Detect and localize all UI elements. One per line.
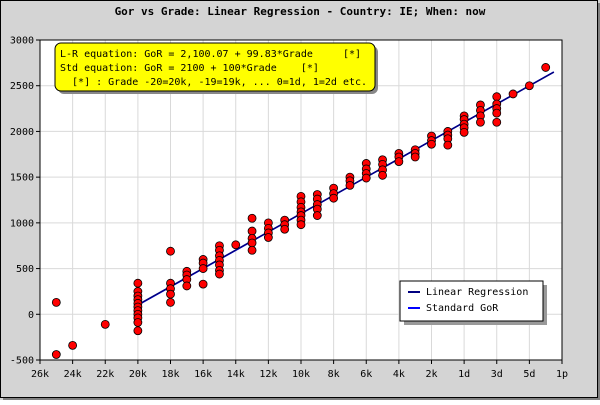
data-point xyxy=(280,224,290,234)
data-point xyxy=(492,92,502,102)
data-point xyxy=(492,108,502,118)
data-point xyxy=(508,89,518,99)
data-point xyxy=(231,240,241,250)
x-tick-label: 4k xyxy=(393,369,405,380)
data-point xyxy=(133,278,143,288)
x-tick-label: 16k xyxy=(194,369,212,380)
data-point xyxy=(312,211,322,220)
data-point xyxy=(247,245,257,255)
data-point xyxy=(51,350,61,359)
data-point xyxy=(296,220,306,230)
chart-border xyxy=(0,0,598,398)
data-point xyxy=(492,117,502,127)
data-points xyxy=(51,63,551,359)
data-point xyxy=(247,238,257,248)
data-point xyxy=(361,173,371,183)
data-point xyxy=(166,289,175,299)
annotation-background xyxy=(54,42,376,92)
x-tick-label: 12k xyxy=(259,369,277,380)
data-point xyxy=(68,340,78,350)
data-point xyxy=(247,213,257,223)
data-point xyxy=(166,246,175,256)
data-point xyxy=(263,233,273,242)
x-tick-label: 10k xyxy=(292,369,310,380)
data-point xyxy=(378,170,387,180)
y-tick-label: 3000 xyxy=(10,36,34,47)
annotation-box: L-R equation: GoR = 2,100.07 + 99.83*Gra… xyxy=(54,42,378,94)
x-tick-label: 22k xyxy=(96,369,114,380)
annotation-line-key: [*] : Grade -20=20k, -19=19k, ... 0=1d, … xyxy=(60,77,367,88)
data-point xyxy=(247,226,257,236)
data-point xyxy=(345,180,355,190)
x-tick-label: 26k xyxy=(31,369,49,380)
x-tick-label: 2k xyxy=(425,369,437,380)
y-tick-label: 0 xyxy=(28,310,34,321)
x-tick-label: 20k xyxy=(129,369,147,380)
data-point xyxy=(476,117,485,127)
x-tick-label: 24k xyxy=(64,369,82,380)
data-point xyxy=(459,127,469,137)
y-tick-label: 500 xyxy=(16,264,34,275)
data-point xyxy=(215,269,224,279)
y-tick-label: 1500 xyxy=(10,173,34,184)
data-point xyxy=(166,297,175,307)
legend-label-standard-gor: Standard GoR xyxy=(426,303,499,314)
x-tick-label: 8k xyxy=(328,369,340,380)
data-point xyxy=(198,279,208,289)
y-tick-label: 2000 xyxy=(10,127,34,138)
data-point xyxy=(182,281,192,291)
data-point xyxy=(51,297,61,307)
data-point xyxy=(427,139,436,149)
x-tick-label: 18k xyxy=(161,369,179,380)
x-tick-label: 1d xyxy=(458,369,470,380)
x-tick-label: 1p xyxy=(556,369,568,380)
y-axis-ticks: -500 0 500 1000 1500 2000 2500 3000 xyxy=(10,36,40,367)
y-tick-label: 1000 xyxy=(10,218,34,229)
data-point xyxy=(198,264,208,273)
x-tick-label: 6k xyxy=(360,369,372,380)
data-point xyxy=(100,319,110,329)
data-point xyxy=(394,157,404,167)
data-point xyxy=(329,193,339,203)
y-tick-label: -500 xyxy=(10,356,34,367)
x-tick-label: 14k xyxy=(227,369,245,380)
x-tick-label: 3d xyxy=(491,369,503,380)
data-point xyxy=(133,326,143,336)
annotation-line-std: Std equation: GoR = 2100 + 100*Grade [*] xyxy=(60,63,319,74)
plot-frame xyxy=(39,39,563,361)
y-tick-label: 2500 xyxy=(10,81,34,92)
data-point xyxy=(410,152,420,162)
legend: Linear Regression Standard GoR xyxy=(399,280,547,325)
data-point xyxy=(524,81,534,91)
x-tick-label: 5d xyxy=(523,369,535,380)
chart-shadow-bottom xyxy=(3,398,600,400)
data-point xyxy=(133,318,143,327)
x-axis-ticks: 26k 24k 22k 20k 18k 16k 14k 12k 10k 8k 6k 4k 2k 1d 3d 5… xyxy=(31,360,568,380)
legend-label-linear-regression: Linear Regression xyxy=(426,287,528,298)
legend-background xyxy=(399,280,544,322)
chart-shadow-right xyxy=(598,3,600,400)
data-point xyxy=(443,140,453,150)
chart-title: Gor vs Grade: Linear Regression - Countr… xyxy=(115,5,486,18)
data-point xyxy=(541,63,551,72)
annotation-line-lr: L-R equation: GoR = 2,100.07 + 99.83*Gra… xyxy=(60,49,361,60)
